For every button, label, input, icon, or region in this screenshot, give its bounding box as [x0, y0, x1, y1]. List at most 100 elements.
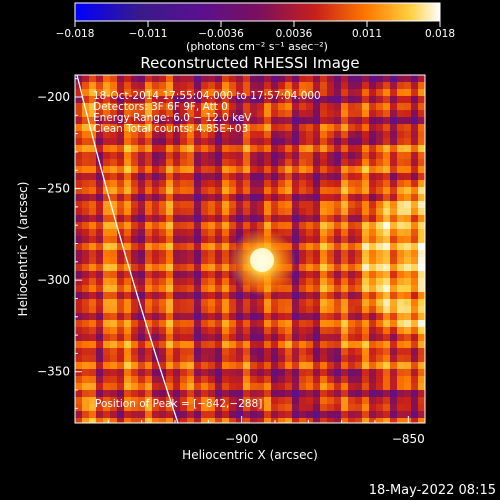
heatmap-cell	[348, 397, 355, 404]
heatmap-cell	[341, 418, 348, 423]
heatmap-cell	[320, 180, 327, 187]
heatmap-cell	[131, 327, 138, 334]
heatmap-cell	[89, 278, 96, 285]
heatmap-cell	[103, 376, 110, 383]
heatmap-cell	[145, 117, 152, 124]
heatmap-cell	[418, 313, 425, 320]
heatmap-cell	[117, 355, 124, 362]
heatmap-cell	[215, 222, 222, 229]
heatmap-cell	[404, 327, 411, 334]
heatmap-cell	[397, 390, 404, 397]
heatmap-cell	[362, 334, 369, 341]
heatmap-cell	[222, 152, 229, 159]
heatmap-cell	[306, 117, 313, 124]
heatmap-cell	[320, 236, 327, 243]
heatmap-cell	[117, 348, 124, 355]
heatmap-cell	[341, 278, 348, 285]
heatmap-cell	[320, 278, 327, 285]
heatmap-cell	[362, 411, 369, 418]
heatmap-cell	[334, 180, 341, 187]
heatmap-cell	[173, 138, 180, 145]
heatmap-cell	[159, 215, 166, 222]
heatmap-cell	[418, 117, 425, 124]
heatmap-cell	[96, 411, 103, 418]
heatmap-cell	[292, 166, 299, 173]
heatmap-cell	[236, 376, 243, 383]
heatmap-cell	[390, 320, 397, 327]
heatmap-cell	[341, 236, 348, 243]
heatmap-cell	[397, 397, 404, 404]
heatmap-cell	[383, 166, 390, 173]
heatmap-cell	[369, 285, 376, 292]
heatmap-cell	[320, 187, 327, 194]
heatmap-cell	[208, 159, 215, 166]
heatmap-cell	[341, 397, 348, 404]
heatmap-cell	[208, 96, 215, 103]
heatmap-cell	[327, 376, 334, 383]
heatmap-cell	[152, 222, 159, 229]
heatmap-cell	[96, 362, 103, 369]
heatmap-cell	[173, 383, 180, 390]
heatmap-cell	[306, 390, 313, 397]
heatmap-cell	[404, 334, 411, 341]
heatmap-cell	[306, 110, 313, 117]
heatmap-cell	[264, 110, 271, 117]
heatmap-cell	[411, 348, 418, 355]
heatmap-cell	[341, 257, 348, 264]
heatmap-cell	[208, 124, 215, 131]
heatmap-cell	[264, 194, 271, 201]
heatmap-cell	[383, 229, 390, 236]
heatmap-cell	[397, 222, 404, 229]
heatmap-cell	[180, 418, 187, 423]
heatmap-cell	[411, 89, 418, 96]
heatmap-cell	[306, 348, 313, 355]
heatmap-cell	[320, 383, 327, 390]
heatmap-cell	[348, 110, 355, 117]
heatmap-cell	[131, 362, 138, 369]
heatmap-cell	[250, 369, 257, 376]
heatmap-cell	[145, 334, 152, 341]
heatmap-cell	[110, 145, 117, 152]
heatmap-cell	[236, 82, 243, 89]
heatmap-cell	[341, 285, 348, 292]
heatmap-cell	[110, 201, 117, 208]
heatmap-cell	[117, 376, 124, 383]
heatmap-cell	[138, 292, 145, 299]
heatmap-cell	[208, 229, 215, 236]
heatmap-cell	[397, 348, 404, 355]
heatmap-cell	[215, 306, 222, 313]
heatmap-cell	[257, 341, 264, 348]
heatmap-cell	[313, 208, 320, 215]
heatmap-cell	[229, 306, 236, 313]
heatmap-cell	[278, 215, 285, 222]
heatmap-cell	[194, 82, 201, 89]
heatmap-cell	[257, 222, 264, 229]
heatmap-cell	[138, 362, 145, 369]
heatmap-cell	[285, 229, 292, 236]
heatmap-cell	[117, 159, 124, 166]
heatmap-cell	[362, 299, 369, 306]
heatmap-cell	[355, 355, 362, 362]
heatmap-cell	[348, 348, 355, 355]
heatmap-cell	[313, 159, 320, 166]
heatmap-cell	[313, 292, 320, 299]
heatmap-cell	[320, 418, 327, 423]
heatmap-cell	[397, 138, 404, 145]
heatmap-cell	[250, 355, 257, 362]
heatmap-cell	[362, 187, 369, 194]
heatmap-cell	[243, 124, 250, 131]
heatmap-cell	[82, 243, 89, 250]
heatmap-cell	[362, 257, 369, 264]
heatmap-cell	[383, 390, 390, 397]
heatmap-cell	[285, 110, 292, 117]
heatmap-cell	[320, 292, 327, 299]
heatmap-cell	[418, 285, 425, 292]
heatmap-cell	[222, 173, 229, 180]
heatmap-cell	[110, 334, 117, 341]
heatmap-cell	[236, 404, 243, 411]
heatmap-cell	[383, 334, 390, 341]
heatmap-cell	[110, 348, 117, 355]
heatmap-cell	[103, 180, 110, 187]
heatmap-cell	[243, 187, 250, 194]
heatmap-cell	[180, 327, 187, 334]
